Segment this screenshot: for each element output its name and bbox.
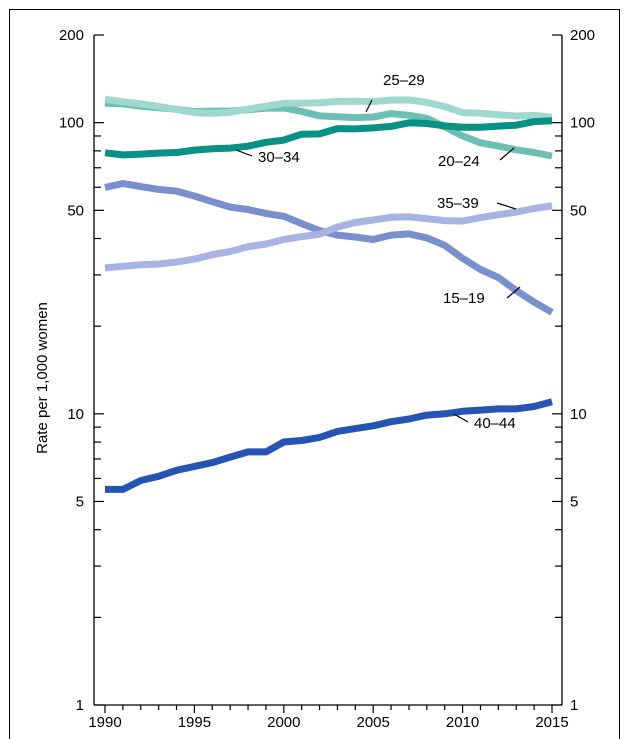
- series-lines: [104, 95, 554, 493]
- series-line-40–44: [105, 398, 553, 493]
- y-tick-label-right: 50: [570, 202, 587, 219]
- y-tick-label-right: 1: [570, 697, 578, 714]
- leader-line: [499, 147, 515, 161]
- series-line-15–19: [104, 180, 554, 316]
- y-tick-label-left: 1: [76, 697, 84, 714]
- y-tick-label-right: 100: [570, 115, 595, 132]
- axes: 1 1 5 5 10 10 50 50 100 100 200 200 1990 1995 2000 2005…: [59, 27, 595, 730]
- leader-line: [365, 99, 373, 113]
- series-line-25–29: [104, 95, 553, 121]
- x-tick-label: 2015: [535, 714, 568, 730]
- y-tick-label-left: 50: [67, 202, 84, 219]
- x-tick-label: 2010: [446, 714, 479, 730]
- series-label: 25–29: [383, 72, 425, 89]
- leader-line: [453, 413, 469, 423]
- y-tick-label-left: 100: [59, 115, 84, 132]
- y-tick-label-right: 10: [570, 406, 587, 423]
- y-tick-label-right: 5: [570, 493, 578, 510]
- series-label: 40–44: [474, 415, 516, 432]
- y-tick-label-right: 200: [570, 27, 595, 44]
- series-labels: 25–29 30–34 20–24 35–39 15–19 40–44: [235, 72, 521, 432]
- series-label: 20–24: [438, 153, 480, 170]
- x-tick-label: 2000: [267, 714, 300, 730]
- chart-frame: [9, 9, 620, 739]
- leader-line: [506, 286, 521, 299]
- x-tick-label: 2005: [357, 714, 390, 730]
- series-label: 30–34: [258, 149, 300, 166]
- x-tick-label: 1995: [178, 714, 211, 730]
- series-label: 35–39: [437, 195, 479, 212]
- series-label: 15–19: [443, 290, 485, 307]
- leader-line: [496, 202, 517, 210]
- series-line-30–34: [104, 117, 553, 159]
- y-tick-label-left: 10: [67, 406, 84, 423]
- series-line-35–39: [104, 202, 553, 272]
- y-tick-label-left: 5: [76, 493, 84, 510]
- leader-line: [235, 149, 253, 157]
- y-tick-label-left: 200: [59, 27, 84, 44]
- y-axis-title: Rate per 1,000 women: [34, 302, 51, 454]
- x-tick-label: 1990: [88, 714, 121, 730]
